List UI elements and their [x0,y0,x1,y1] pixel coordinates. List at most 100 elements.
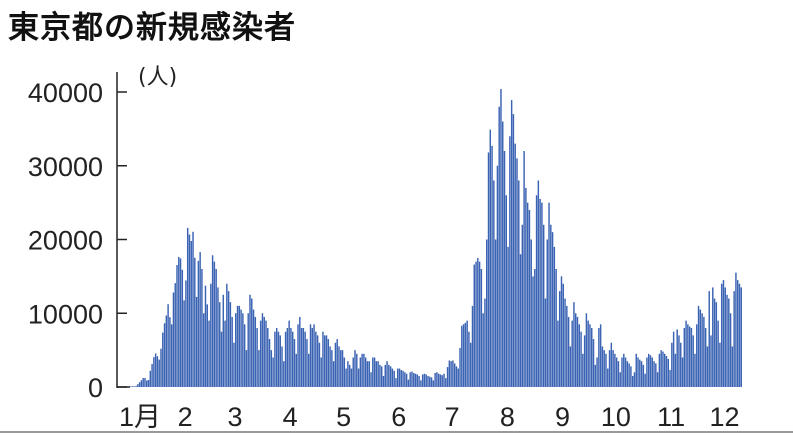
bar [138,382,141,387]
bar [631,375,634,387]
bar [299,316,301,387]
bar [448,360,451,387]
bar [202,313,205,387]
bar [219,302,221,387]
bar [192,231,194,387]
bar [372,357,374,387]
bar [156,356,159,387]
bar [167,304,169,387]
bar [651,357,653,387]
bar [685,320,687,388]
bar [660,350,662,388]
bar [311,328,314,387]
bar [683,328,686,387]
bar [708,291,710,388]
bar [373,357,376,387]
bar [297,324,299,387]
bar [441,375,443,387]
bar [338,346,340,387]
bar [669,370,671,387]
bar [432,380,435,387]
bar [482,313,484,387]
bar [624,357,627,387]
bar [405,373,408,387]
y-tick-label: 10000 [28,299,103,329]
bar [420,380,422,387]
bar [174,283,176,387]
bar [599,324,602,387]
bar [461,325,463,387]
bar [697,305,700,388]
bar [601,346,604,387]
x-tick-label: 4 [283,402,298,432]
bar [242,313,244,387]
bar [185,280,187,387]
bar [674,353,677,387]
bar [514,143,516,388]
bar [144,377,146,387]
bar [258,350,260,388]
x-tick-label: 6 [391,402,406,432]
bar [186,227,189,387]
bar [188,234,191,387]
bar [498,106,500,387]
bar [587,320,589,388]
bar [281,346,283,387]
bar [267,328,269,387]
bar [656,372,659,387]
bar [430,377,433,387]
bar [380,366,383,387]
bar [728,298,730,387]
bar [551,232,554,388]
bar [176,265,178,387]
bar [363,353,365,387]
bar [208,320,210,388]
bar [272,357,274,387]
bar [445,378,447,387]
bar [384,364,386,388]
bar [213,261,216,388]
bar [181,269,184,387]
bar [690,328,693,387]
bar [678,335,680,388]
bar [605,353,607,387]
bar [733,291,735,388]
bar [468,331,470,387]
bar [567,316,570,387]
bar [160,348,162,387]
bar [206,304,208,387]
bar [653,361,655,387]
bar [722,280,725,387]
bottom-border [0,431,793,433]
bar [640,361,643,387]
x-tick-label: 12 [709,402,739,432]
bar [149,370,152,387]
bar [580,331,582,387]
bar [644,373,646,387]
bar [736,280,739,387]
bar [491,145,493,387]
bar [735,272,737,387]
bar [322,331,324,387]
y-tick-label: 40000 [28,78,103,108]
bar [544,298,547,387]
bar [696,324,698,387]
bar [178,256,180,387]
bar [256,328,258,387]
bar [566,305,568,388]
bar [404,372,406,387]
bar [240,309,242,387]
bar [170,324,173,387]
bar [525,187,527,388]
bar [274,331,276,387]
bar [464,322,467,387]
bar [592,339,595,387]
bar [151,363,153,387]
bar [726,294,728,387]
bar [357,368,360,387]
bar [210,283,212,387]
bar [231,316,233,387]
bar [494,239,497,387]
bar [475,261,477,388]
